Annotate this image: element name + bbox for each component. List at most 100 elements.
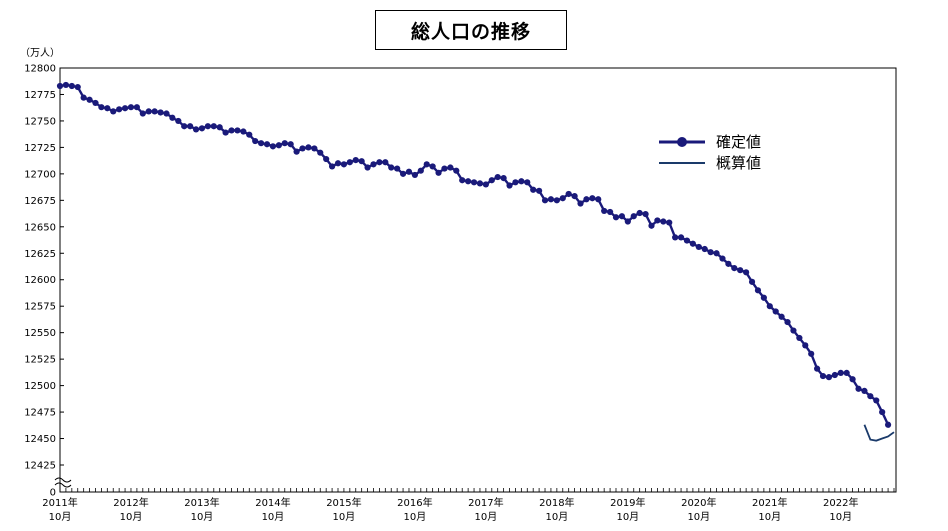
y-tick-label-zero: 0 — [50, 488, 56, 499]
y-tick-label: 12800 — [24, 64, 56, 75]
data-point — [234, 127, 241, 134]
data-point — [476, 180, 484, 187]
data-point — [192, 126, 200, 133]
y-tick-label: 12525 — [24, 355, 56, 366]
x-tick-label-month: 10月 — [120, 511, 143, 523]
y-tick-label: 12775 — [24, 90, 56, 101]
data-point — [843, 369, 850, 376]
data-point — [435, 169, 442, 176]
y-tick-label: 12500 — [24, 381, 56, 392]
data-point — [547, 196, 555, 203]
x-tick-label-year: 2017年 — [468, 496, 503, 509]
data-point — [642, 210, 649, 218]
x-tick-label-month: 10月 — [191, 511, 214, 523]
data-point — [707, 249, 714, 256]
data-point — [589, 195, 596, 202]
data-point — [459, 177, 466, 184]
data-point — [74, 83, 81, 91]
y-tick-label: 12425 — [24, 461, 56, 472]
x-tick-label-month: 10月 — [333, 511, 356, 523]
data-point — [790, 327, 797, 334]
x-tick-label-year: 2022年 — [823, 496, 858, 509]
data-point — [275, 142, 282, 149]
y-tick-label: 12725 — [24, 143, 56, 154]
data-point — [198, 125, 206, 132]
data-point — [216, 124, 223, 131]
x-axis: 2011年 10月 2012年 10月 2013年 10月 2014年 10月 2015年 10月… — [42, 488, 895, 523]
data-point — [116, 106, 123, 113]
data-point — [559, 195, 566, 202]
data-point — [713, 250, 720, 257]
data-point — [618, 213, 626, 220]
data-point — [187, 123, 194, 130]
data-point — [536, 187, 543, 194]
data-point — [98, 104, 105, 111]
data-point — [453, 167, 460, 174]
data-point — [855, 385, 862, 392]
data-point — [571, 192, 578, 200]
data-point — [281, 140, 288, 147]
y-tick-label: 12575 — [24, 302, 56, 313]
data-point — [411, 171, 418, 179]
data-point — [62, 81, 70, 89]
x-tick-label-year: 2021年 — [752, 496, 787, 509]
series-layer — [56, 81, 895, 442]
data-point — [328, 163, 336, 170]
x-tick-label-year: 2013年 — [184, 496, 219, 509]
axis-break-mark — [54, 477, 72, 483]
data-point — [358, 158, 365, 165]
x-tick-label-month: 10月 — [545, 511, 568, 523]
y-tick-label: 12650 — [24, 222, 56, 233]
data-point — [725, 260, 732, 267]
data-point — [92, 99, 99, 107]
data-point — [175, 117, 182, 125]
data-point — [465, 178, 472, 185]
x-tick-label-year: 2019年 — [610, 496, 645, 509]
x-tick-label-month: 10月 — [829, 511, 852, 523]
data-point — [121, 105, 129, 112]
y-axis-unit-label: （万人） — [20, 48, 60, 59]
series-line-1 — [59, 83, 890, 426]
x-tick-label-month: 10月 — [404, 511, 427, 523]
data-point — [482, 181, 489, 188]
data-point — [601, 207, 608, 215]
data-point — [352, 157, 359, 164]
y-axis: 12425 12450 12475 12500 12525 12550 12575 12600… — [24, 64, 72, 499]
data-point — [169, 114, 176, 121]
axis-break-mark — [54, 482, 72, 488]
data-point — [252, 137, 259, 145]
data-point — [299, 145, 306, 152]
x-tick-label-year: 2015年 — [326, 496, 361, 509]
data-point — [228, 127, 235, 134]
data-point — [884, 421, 892, 428]
data-point — [565, 190, 572, 198]
x-tick-label-year: 2014年 — [255, 496, 290, 509]
data-point — [672, 234, 679, 241]
legend-marker — [677, 137, 687, 147]
x-tick-label-month: 10月 — [687, 511, 710, 523]
data-point — [654, 217, 661, 224]
data-point — [879, 408, 886, 416]
x-tick-label-month: 10月 — [262, 511, 285, 523]
data-point — [340, 161, 348, 168]
data-point — [636, 209, 643, 217]
x-tick-label-month: 10月 — [616, 511, 639, 523]
data-point — [441, 165, 448, 172]
data-point — [837, 369, 844, 376]
data-point — [305, 144, 312, 151]
data-point — [346, 159, 353, 166]
y-tick-label: 12600 — [24, 275, 56, 286]
data-point — [648, 222, 655, 229]
data-point — [606, 208, 614, 216]
data-point — [263, 141, 271, 148]
y-tick-label: 12625 — [24, 249, 56, 260]
data-point — [334, 160, 342, 167]
data-point — [145, 108, 152, 115]
data-point — [660, 218, 667, 225]
data-point — [222, 129, 229, 136]
data-point — [772, 308, 779, 315]
data-point — [56, 82, 64, 90]
data-point — [737, 267, 744, 274]
data-point — [518, 178, 525, 185]
